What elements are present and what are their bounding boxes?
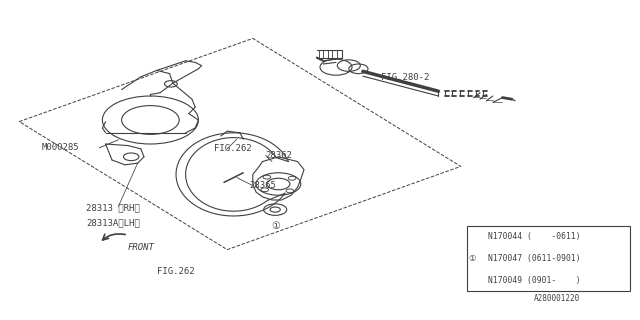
Text: 28365: 28365: [250, 181, 276, 190]
Text: 28313 〈RH〉: 28313 〈RH〉: [86, 204, 140, 212]
Text: FIG.262: FIG.262: [214, 144, 252, 153]
Text: FIG.280-2: FIG.280-2: [381, 73, 429, 82]
Text: ①: ①: [271, 220, 280, 231]
Text: FIG.262: FIG.262: [157, 268, 195, 276]
Text: 28362: 28362: [266, 151, 292, 160]
Text: N170047 (0611-0901): N170047 (0611-0901): [488, 254, 580, 263]
Text: M000285: M000285: [42, 143, 79, 152]
Text: 28313A〈LH〉: 28313A〈LH〉: [86, 218, 140, 227]
Text: A280001220: A280001220: [534, 294, 580, 303]
Text: N170049 (0901-    ): N170049 (0901- ): [488, 276, 580, 285]
FancyBboxPatch shape: [467, 226, 630, 291]
Text: FRONT: FRONT: [128, 244, 155, 252]
Text: N170044 (    -0611): N170044 ( -0611): [488, 232, 580, 241]
Text: ①: ①: [468, 254, 476, 263]
